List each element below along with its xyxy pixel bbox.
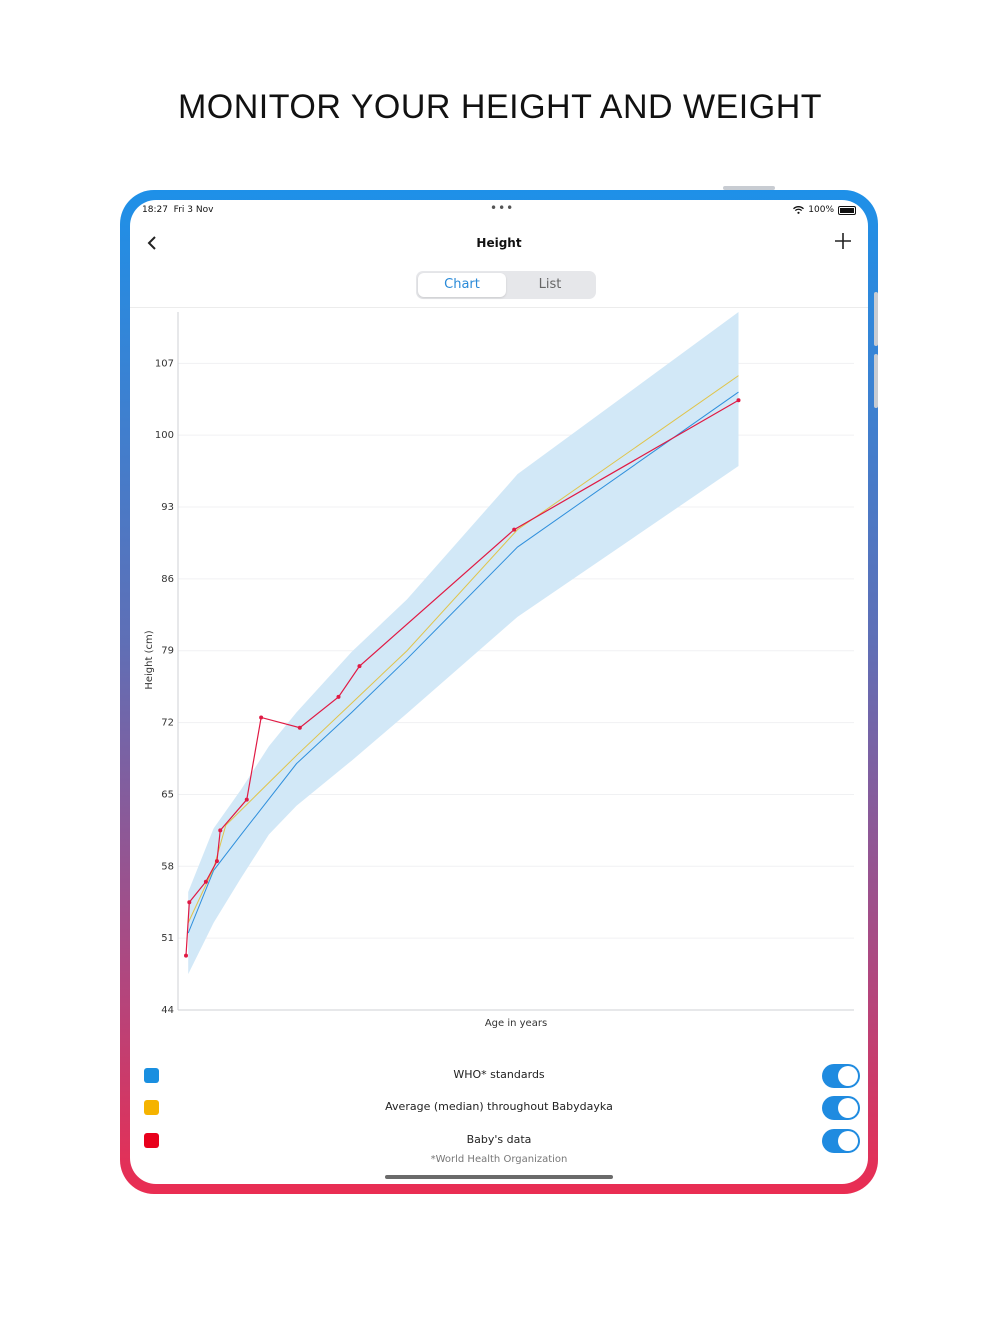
y-tick-label: 93 (161, 502, 174, 513)
device-volume-down (874, 354, 878, 408)
battery-percent: 100% (808, 205, 834, 215)
footnote: *World Health Organization (430, 1154, 568, 1165)
header-divider (130, 307, 868, 308)
series-line-2 (185, 399, 739, 956)
data-point (336, 694, 341, 699)
add-measurement-button[interactable] (828, 226, 858, 256)
wifi-icon (793, 206, 805, 214)
multitasking-dots[interactable]: ••• (490, 201, 515, 215)
status-right: 100% (793, 205, 856, 215)
data-point (214, 859, 219, 864)
battery-icon (838, 205, 856, 215)
toggle-who[interactable] (822, 1064, 860, 1088)
legend-label-average: Average (median) throughout Babydayka (385, 1100, 613, 1113)
tablet-frame: 18:27 Fri 3 Nov ••• 100% Height (120, 190, 878, 1194)
legend-row-baby: Baby's data (130, 1129, 868, 1153)
data-point (357, 664, 362, 669)
tab-chart[interactable]: Chart (418, 273, 506, 297)
nav-bar: Height (130, 222, 868, 266)
baby-swatch (144, 1133, 159, 1148)
y-tick-label: 51 (161, 933, 174, 944)
series-line-0 (187, 391, 739, 934)
page-title: Height (476, 236, 522, 250)
toggle-baby[interactable] (822, 1129, 860, 1153)
data-point (187, 900, 192, 905)
x-axis-label: Age in years (485, 1018, 547, 1029)
who-range-band (188, 312, 739, 975)
data-point (218, 828, 223, 833)
legend-label-who: WHO* standards (453, 1068, 545, 1081)
average-swatch (144, 1100, 159, 1115)
who-swatch (144, 1068, 159, 1083)
height-chart: 44 51 58 65 72 79 86 93 100 107 Age in years Heig… (144, 312, 854, 1029)
data-point (297, 725, 302, 730)
y-tick-label: 107 (155, 358, 174, 369)
data-point (512, 527, 517, 532)
y-tick-label: 72 (161, 718, 174, 729)
chevron-left-icon (147, 236, 156, 250)
y-tick-label: 65 (161, 789, 174, 800)
device-top-button (723, 186, 775, 190)
y-tick-label: 79 (161, 646, 174, 657)
tab-list[interactable]: List (538, 277, 562, 292)
data-point (244, 797, 249, 802)
status-time: 18:27 Fri 3 Nov (142, 205, 214, 215)
plus-icon (835, 233, 851, 249)
headline: MONITOR YOUR HEIGHT AND WEIGHT (177, 88, 823, 126)
y-tick-label: 58 (161, 861, 174, 872)
data-point (736, 398, 741, 403)
y-tick-label: 86 (161, 574, 174, 585)
app-screen: 18:27 Fri 3 Nov ••• 100% Height (130, 200, 868, 1184)
status-bar: 18:27 Fri 3 Nov ••• 100% (130, 200, 868, 222)
data-point (259, 715, 264, 720)
legend-row-average: Average (median) throughout Babydayka (130, 1096, 868, 1120)
y-tick-label: 100 (155, 430, 174, 441)
view-segmented-control: Chart List (416, 271, 596, 299)
data-point (184, 953, 188, 958)
back-button[interactable] (144, 228, 174, 258)
legend-label-baby: Baby's data (466, 1133, 532, 1146)
device-volume-up (874, 292, 878, 346)
home-indicator[interactable] (385, 1175, 613, 1179)
y-axis-label: Height (cm) (144, 630, 155, 689)
y-tick-label: 44 (161, 1005, 174, 1016)
legend-row-who: WHO* standards (130, 1064, 868, 1088)
data-point (203, 879, 208, 884)
toggle-average[interactable] (822, 1096, 860, 1120)
